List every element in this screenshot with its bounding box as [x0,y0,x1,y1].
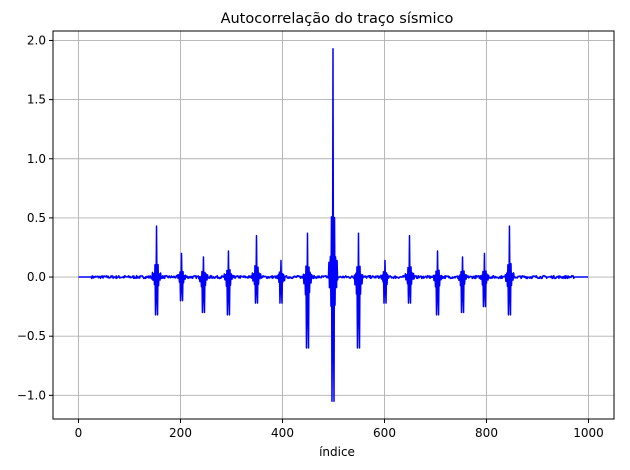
y-tick-label: −1.0 [17,388,46,402]
plot-frame [52,30,615,420]
x-axis-label: índice [319,445,355,459]
x-tick-label: 0 [75,426,83,440]
y-tick-label: 2.0 [27,33,46,47]
series-line [78,47,589,403]
y-tick-label: 0.0 [27,270,46,284]
x-tick-label: 600 [373,426,396,440]
x-tick-label: 200 [169,426,192,440]
y-tick-label: 1.0 [27,152,46,166]
y-tick-label: 1.5 [27,93,46,107]
x-tick-label: 400 [271,426,294,440]
y-axis: −1.0 −0.5 0.0 0.5 1.0 1.5 2.0 [17,33,53,402]
series-group [78,47,589,403]
chart-title: Autocorrelação do traço sísmico [221,11,454,27]
y-tick-label: −0.5 [17,329,46,343]
x-tick-label: 800 [475,426,498,440]
y-tick-label: 0.5 [27,211,46,225]
x-tick-label: 1000 [573,426,604,440]
x-axis: 0 200 400 600 800 1000 [75,419,604,440]
